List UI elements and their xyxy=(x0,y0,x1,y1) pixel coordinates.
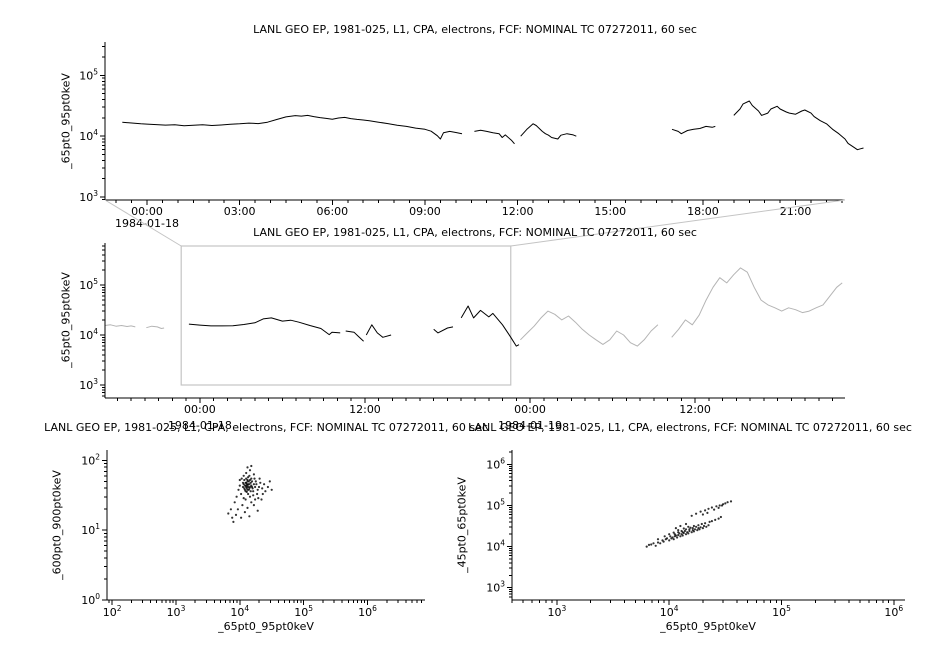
scatter-left-xlabel: _65pt0_95pt0keV xyxy=(218,620,314,633)
svg-text:104: 104 xyxy=(660,604,679,619)
svg-text:103: 103 xyxy=(486,580,505,595)
time-series-ylabel: _65pt0_95pt0keV xyxy=(59,73,73,169)
svg-text:106: 106 xyxy=(884,604,903,619)
context-connector-lines xyxy=(104,199,846,247)
svg-text:12:00: 12:00 xyxy=(349,403,381,416)
svg-text:104: 104 xyxy=(230,604,249,619)
svg-text:102: 102 xyxy=(81,452,100,467)
svg-text:100: 100 xyxy=(81,592,100,607)
svg-text:00:00: 00:00 xyxy=(514,403,546,416)
svg-text:12:00: 12:00 xyxy=(679,403,711,416)
overview-title: LANL GEO EP, 1981-025, L1, CPA, electron… xyxy=(253,226,697,239)
svg-text:18:00: 18:00 xyxy=(687,205,719,218)
scatter-right-xlabel: _65pt0_95pt0keV xyxy=(660,620,756,633)
svg-text:102: 102 xyxy=(103,604,122,619)
svg-text:105: 105 xyxy=(79,277,98,292)
scatter-panel-left[interactable]: 100 101 102 102 103 104 105 106 xyxy=(81,450,425,619)
svg-text:00:00: 00:00 xyxy=(184,403,216,416)
svg-text:03:00: 03:00 xyxy=(224,205,256,218)
svg-text:1984-01-18: 1984-01-18 xyxy=(168,419,232,432)
scatter-left-ylabel: _600pt0_900pt0keV xyxy=(50,470,64,580)
svg-text:104: 104 xyxy=(79,327,98,342)
svg-text:103: 103 xyxy=(167,604,186,619)
svg-text:106: 106 xyxy=(358,604,377,619)
svg-text:104: 104 xyxy=(79,128,98,143)
svg-text:1984-01-19: 1984-01-19 xyxy=(498,419,562,432)
scatter-right-ylabel: _45pt0_65pt0keV xyxy=(455,477,469,573)
overview-ylabel: _65pt0_95pt0keV xyxy=(59,272,73,368)
time-series-panel[interactable]: 103 104 105 00:00 03:00 06:00 09:00 12:00 15:00 1… xyxy=(79,42,864,230)
svg-text:105: 105 xyxy=(486,497,505,512)
svg-text:103: 103 xyxy=(79,377,98,392)
svg-text:104: 104 xyxy=(486,539,505,554)
svg-text:105: 105 xyxy=(79,67,98,82)
scatter-right-title: LANL GEO EP, 1981-025, L1, CPA, electron… xyxy=(468,421,912,434)
overview-panel[interactable]: 103 104 105 00:00 12:00 00:00 12:00 1984-01-18 1… xyxy=(79,243,845,432)
svg-text:00:00: 00:00 xyxy=(131,205,163,218)
scatter-left-title: LANL GEO EP, 1981-025, L1, CPA, electron… xyxy=(44,421,488,434)
svg-text:101: 101 xyxy=(81,522,100,537)
time-series-title: LANL GEO EP, 1981-025, L1, CPA, electron… xyxy=(253,23,697,36)
svg-text:06:00: 06:00 xyxy=(316,205,348,218)
svg-text:105: 105 xyxy=(772,604,791,619)
scatter-panel-right[interactable]: 103 104 105 106 103 104 105 106 xyxy=(486,450,905,619)
svg-text:1984-01-18: 1984-01-18 xyxy=(115,217,179,230)
svg-text:15:00: 15:00 xyxy=(594,205,626,218)
svg-text:103: 103 xyxy=(548,604,567,619)
svg-text:09:00: 09:00 xyxy=(409,205,441,218)
svg-text:103: 103 xyxy=(79,189,98,204)
svg-text:106: 106 xyxy=(486,456,505,471)
svg-text:105: 105 xyxy=(294,604,313,619)
svg-text:12:00: 12:00 xyxy=(502,205,534,218)
